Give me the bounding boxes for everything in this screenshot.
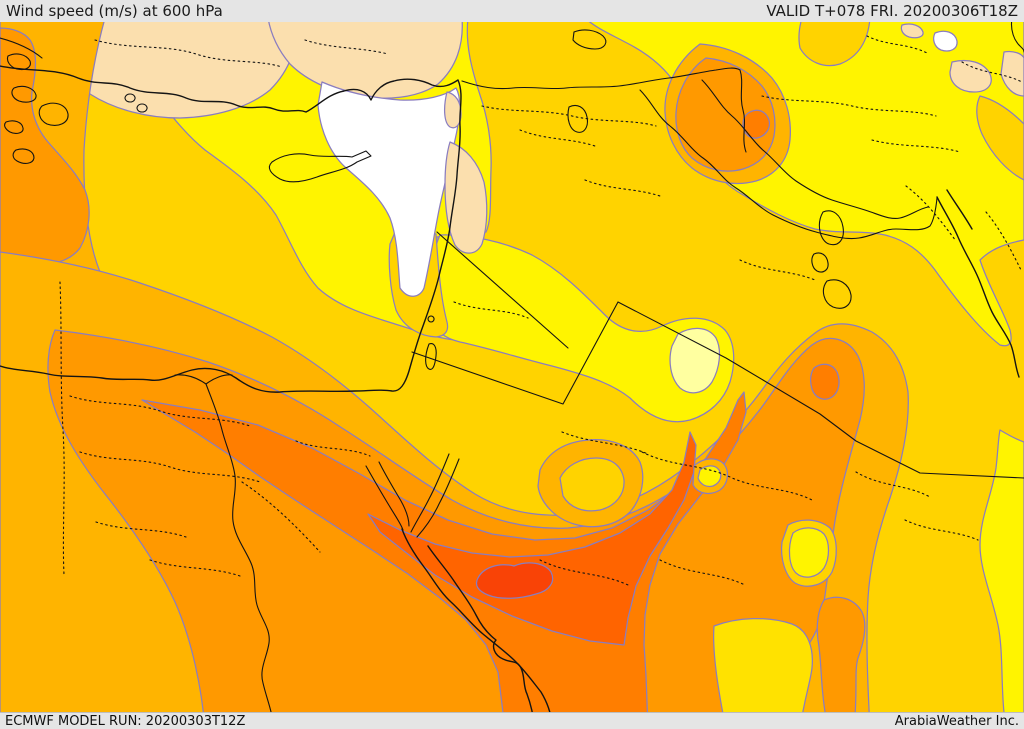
dotted-border [961, 61, 1023, 83]
wind-band-yellow-dot-small [697, 465, 722, 488]
wind-band-peach-ne-2 [1000, 50, 1024, 97]
gulf-of-aqaba-coast [410, 453, 460, 538]
wind-band-gold-patch-redsea [559, 457, 625, 512]
wind-band-gold-northeast [976, 95, 1024, 181]
wind-band-yellow-jordan-nefud [429, 234, 735, 423]
dotted-border [539, 559, 629, 586]
wind-band-gold-top-center [798, 17, 871, 67]
dotted-border [94, 39, 283, 68]
iraq-lakes [811, 210, 852, 309]
model-run-label: ECMWF MODEL RUN: 20200303T12Z [5, 713, 246, 729]
wind-band-white-caucasus-min [933, 30, 958, 52]
dotted-border-libya-egypt [59, 281, 65, 576]
country-borders-dotted [59, 35, 1023, 586]
dotted-border [871, 139, 961, 153]
wind-band-orange-blob-bottomright [816, 596, 866, 729]
dotted-border [241, 481, 321, 553]
dotted-border [79, 451, 261, 483]
dotted-border [855, 471, 931, 498]
lake-van [572, 29, 607, 50]
dotted-border [149, 559, 241, 577]
wind-band-yellow-blob-east [788, 527, 830, 578]
persian-gulf-coast [936, 189, 1020, 378]
wind-band-white-levant-min [317, 81, 461, 297]
country-borders-solid [411, 67, 1024, 479]
dotted-border [69, 395, 251, 427]
dotted-border [561, 431, 649, 455]
dotted-border [659, 559, 746, 586]
dead-sea [425, 315, 437, 370]
levant-desert-borders [411, 231, 1024, 479]
brand-label: ArabiaWeather Inc. [894, 713, 1019, 729]
dotted-border [584, 179, 661, 197]
wind-band-peach-ne-1 [949, 59, 992, 93]
valid-time-label: VALID T+078 FRI. 20200306T18Z [766, 2, 1018, 20]
aegean-islands [0, 37, 69, 164]
mediterranean-coastline [0, 65, 462, 393]
dotted-border [905, 185, 957, 242]
dotted-border [481, 105, 657, 127]
wind-band-pale-yellow-core [669, 327, 721, 394]
lake-urmia [567, 104, 588, 133]
wind-band-dark-orange-dot-ne [742, 109, 771, 139]
wind-band-dark-orange-dot-east [810, 363, 840, 400]
red-sea-east-coast [427, 545, 536, 729]
dotted-border [985, 211, 1022, 271]
wind-band-deep-orange-core [367, 431, 697, 646]
footer-bar: ECMWF MODEL RUN: 20200303T12Z ArabiaWeat… [0, 712, 1024, 729]
anatolia-lakes [124, 93, 148, 113]
gulf-of-suez-coast [365, 461, 410, 531]
wind-band-red-max [475, 562, 554, 599]
nile-river [174, 374, 275, 729]
dotted-border [739, 259, 816, 281]
wind-band-peach-ne-3 [900, 23, 924, 39]
euphrates-river [639, 89, 938, 240]
turkey-syria-border [461, 67, 747, 153]
dotted-border [641, 451, 813, 501]
tigris-river [701, 79, 929, 219]
wind-band-peach-coast-small [443, 91, 462, 129]
red-sea-west-coast [401, 528, 554, 729]
dotted-border [304, 39, 389, 55]
dotted-border [519, 129, 596, 147]
dotted-border [95, 521, 187, 538]
dotted-border [761, 95, 937, 117]
wind-band-orange-ne [675, 57, 776, 172]
wind-band-peach-lebanon [444, 141, 488, 254]
dotted-border [866, 35, 928, 54]
wind-band-goldlight-bottom [713, 617, 813, 729]
coastlines [0, 17, 1024, 729]
header-bar: Wind speed (m/s) at 600 hPa VALID T+078 … [0, 0, 1024, 22]
cyprus-coastline [268, 150, 372, 183]
map-title: Wind speed (m/s) at 600 hPa [6, 2, 223, 20]
